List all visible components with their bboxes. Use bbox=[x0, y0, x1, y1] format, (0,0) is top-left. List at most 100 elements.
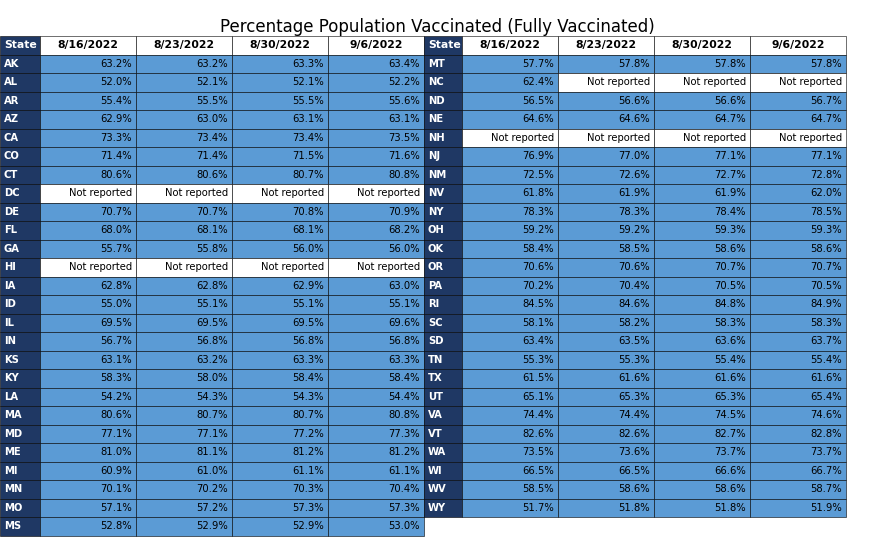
Bar bbox=[462, 36, 558, 54]
Bar bbox=[654, 313, 750, 332]
Text: 63.7%: 63.7% bbox=[810, 336, 842, 346]
Text: 61.9%: 61.9% bbox=[714, 188, 746, 198]
Bar bbox=[232, 443, 328, 462]
Bar bbox=[424, 406, 462, 425]
Bar bbox=[750, 203, 846, 221]
Text: 69.6%: 69.6% bbox=[388, 318, 420, 328]
Bar bbox=[40, 369, 136, 388]
Text: 58.6%: 58.6% bbox=[619, 484, 650, 494]
Bar bbox=[654, 443, 750, 462]
Text: 56.0%: 56.0% bbox=[292, 244, 324, 254]
Bar bbox=[0, 129, 40, 147]
Bar bbox=[462, 350, 558, 369]
Bar bbox=[750, 239, 846, 258]
Text: 74.4%: 74.4% bbox=[522, 411, 554, 420]
Text: 63.3%: 63.3% bbox=[388, 355, 420, 365]
Text: 56.8%: 56.8% bbox=[196, 336, 228, 346]
Text: 58.5%: 58.5% bbox=[522, 484, 554, 494]
Text: Not reported: Not reported bbox=[261, 262, 324, 272]
Bar bbox=[328, 203, 424, 221]
Bar bbox=[40, 129, 136, 147]
Text: 55.3%: 55.3% bbox=[522, 355, 554, 365]
Text: 81.2%: 81.2% bbox=[388, 447, 420, 457]
Text: NC: NC bbox=[428, 77, 444, 87]
Text: 70.7%: 70.7% bbox=[101, 207, 132, 217]
Bar bbox=[232, 36, 328, 54]
Bar bbox=[558, 166, 654, 184]
Text: State: State bbox=[428, 40, 461, 50]
Bar bbox=[654, 406, 750, 425]
Text: 82.6%: 82.6% bbox=[619, 429, 650, 439]
Bar bbox=[40, 350, 136, 369]
Bar bbox=[654, 350, 750, 369]
Text: 63.1%: 63.1% bbox=[292, 114, 324, 124]
Bar bbox=[654, 147, 750, 166]
Text: 8/16/2022: 8/16/2022 bbox=[480, 40, 541, 50]
Text: 56.5%: 56.5% bbox=[522, 96, 554, 106]
Bar bbox=[750, 480, 846, 498]
Text: 81.2%: 81.2% bbox=[292, 447, 324, 457]
Bar bbox=[328, 388, 424, 406]
Text: AZ: AZ bbox=[4, 114, 19, 124]
Bar bbox=[750, 498, 846, 517]
Bar bbox=[328, 462, 424, 480]
Text: 59.3%: 59.3% bbox=[810, 225, 842, 235]
Text: 56.6%: 56.6% bbox=[714, 96, 746, 106]
Text: 57.3%: 57.3% bbox=[388, 503, 420, 513]
Bar bbox=[0, 332, 40, 350]
Bar bbox=[232, 110, 328, 129]
Text: 58.5%: 58.5% bbox=[619, 244, 650, 254]
Text: LA: LA bbox=[4, 392, 18, 402]
Bar bbox=[40, 425, 136, 443]
Text: 58.4%: 58.4% bbox=[522, 244, 554, 254]
Text: 57.7%: 57.7% bbox=[522, 59, 554, 69]
Bar bbox=[136, 425, 232, 443]
Text: CT: CT bbox=[4, 170, 18, 180]
Bar bbox=[558, 313, 654, 332]
Text: 52.2%: 52.2% bbox=[388, 77, 420, 87]
Text: Not reported: Not reported bbox=[357, 262, 420, 272]
Bar bbox=[750, 388, 846, 406]
Bar bbox=[328, 332, 424, 350]
Text: RI: RI bbox=[428, 299, 439, 310]
Bar bbox=[750, 332, 846, 350]
Text: 78.3%: 78.3% bbox=[619, 207, 650, 217]
Text: ME: ME bbox=[4, 447, 21, 457]
Bar bbox=[654, 276, 750, 295]
Bar bbox=[40, 313, 136, 332]
Text: 70.6%: 70.6% bbox=[619, 262, 650, 272]
Text: 58.3%: 58.3% bbox=[810, 318, 842, 328]
Bar bbox=[40, 110, 136, 129]
Text: 58.3%: 58.3% bbox=[715, 318, 746, 328]
Text: 80.7%: 80.7% bbox=[292, 170, 324, 180]
Bar bbox=[558, 388, 654, 406]
Bar bbox=[462, 258, 558, 276]
Bar bbox=[232, 369, 328, 388]
Bar bbox=[0, 462, 40, 480]
Bar bbox=[232, 406, 328, 425]
Bar bbox=[328, 258, 424, 276]
Bar bbox=[328, 73, 424, 92]
Text: 9/6/2022: 9/6/2022 bbox=[771, 40, 825, 50]
Bar bbox=[462, 221, 558, 239]
Bar bbox=[136, 73, 232, 92]
Bar bbox=[40, 239, 136, 258]
Bar bbox=[750, 147, 846, 166]
Text: GA: GA bbox=[4, 244, 20, 254]
Text: 57.2%: 57.2% bbox=[196, 503, 228, 513]
Bar bbox=[136, 517, 232, 535]
Bar bbox=[0, 443, 40, 462]
Text: 57.8%: 57.8% bbox=[714, 59, 746, 69]
Text: MD: MD bbox=[4, 429, 22, 439]
Bar bbox=[40, 166, 136, 184]
Bar bbox=[424, 184, 462, 203]
Bar bbox=[424, 54, 462, 73]
Text: 81.0%: 81.0% bbox=[101, 447, 132, 457]
Text: 62.8%: 62.8% bbox=[101, 281, 132, 291]
Text: 77.1%: 77.1% bbox=[810, 151, 842, 161]
Text: 66.7%: 66.7% bbox=[810, 466, 842, 476]
Text: 77.3%: 77.3% bbox=[388, 429, 420, 439]
Bar bbox=[558, 184, 654, 203]
Bar bbox=[136, 221, 232, 239]
Text: 61.9%: 61.9% bbox=[619, 188, 650, 198]
